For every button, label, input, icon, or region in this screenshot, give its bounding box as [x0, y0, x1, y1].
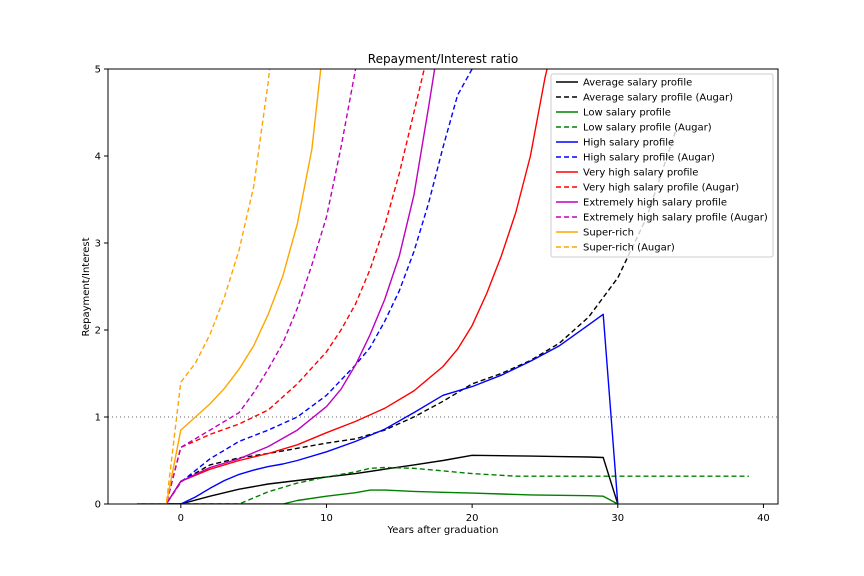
y-tick-label: 5 [95, 65, 101, 76]
x-axis: 0 10 20 30 40 [178, 504, 770, 524]
series-line-7 [137, 69, 548, 504]
series-line-12 [137, 69, 271, 504]
y-axis: 0 1 2 3 4 5 [95, 65, 108, 511]
legend-label-8: Very high salary profile (Augar) [583, 183, 739, 194]
legend-label-11: Super-rich [583, 228, 634, 239]
x-tick-label: 30 [611, 513, 624, 524]
series-line-1 [137, 454, 619, 504]
series-line-5 [137, 313, 619, 504]
y-axis-label: Repayment/Interest [81, 237, 92, 336]
x-tick-label: 0 [178, 513, 184, 524]
legend-label-1: Average salary profile [583, 78, 692, 89]
legend: Average salary profile Average salary pro… [550, 73, 774, 258]
legend-label-6: High salary profile (Augar) [583, 153, 715, 164]
series-line-8 [137, 69, 425, 504]
series-line-3 [137, 489, 619, 504]
x-tick-label: 10 [320, 513, 333, 524]
y-tick-label: 0 [95, 500, 101, 511]
y-tick-label: 3 [95, 239, 101, 250]
x-tick-label: 20 [466, 513, 479, 524]
chart-title: Repayment/Interest ratio [368, 52, 518, 66]
legend-label-7: Very high salary profile [583, 168, 698, 179]
legend-label-2: Average salary profile (Augar) [583, 93, 733, 104]
legend-label-12: Super-rich (Augar) [583, 243, 675, 254]
y-tick-label: 4 [95, 152, 101, 163]
legend-label-9: Extremely high salary profile [583, 198, 727, 209]
series-line-4 [137, 466, 749, 504]
legend-label-3: Low salary profile [583, 108, 671, 119]
x-tick-label: 40 [757, 513, 770, 524]
series-line-6 [137, 69, 473, 504]
legend-label-5: High salary profile [583, 138, 674, 149]
legend-box [550, 73, 774, 258]
y-tick-label: 1 [95, 413, 101, 424]
legend-label-10: Extremely high salary profile (Augar) [583, 213, 768, 224]
series-line-2 [137, 129, 677, 504]
y-tick-label: 2 [95, 326, 101, 337]
legend-label-4: Low salary profile (Augar) [583, 123, 712, 134]
series-line-11 [137, 69, 322, 504]
plot-frame [107, 68, 779, 505]
series-layer [137, 69, 749, 504]
series-line-9 [137, 69, 436, 504]
x-axis-label: Years after graduation [387, 525, 499, 536]
